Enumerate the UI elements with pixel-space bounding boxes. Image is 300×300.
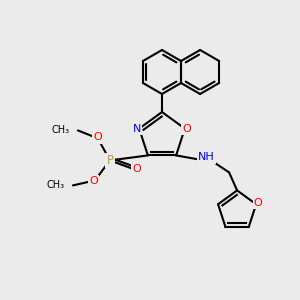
Text: O: O xyxy=(254,198,262,208)
Text: CH₃: CH₃ xyxy=(47,180,65,190)
Text: P: P xyxy=(106,154,113,167)
Text: CH₃: CH₃ xyxy=(52,125,70,135)
Text: NH: NH xyxy=(198,152,214,162)
Text: O: O xyxy=(182,124,191,134)
Text: O: O xyxy=(94,132,102,142)
Text: O: O xyxy=(133,164,141,174)
Text: N: N xyxy=(133,124,141,134)
Text: O: O xyxy=(89,176,98,186)
